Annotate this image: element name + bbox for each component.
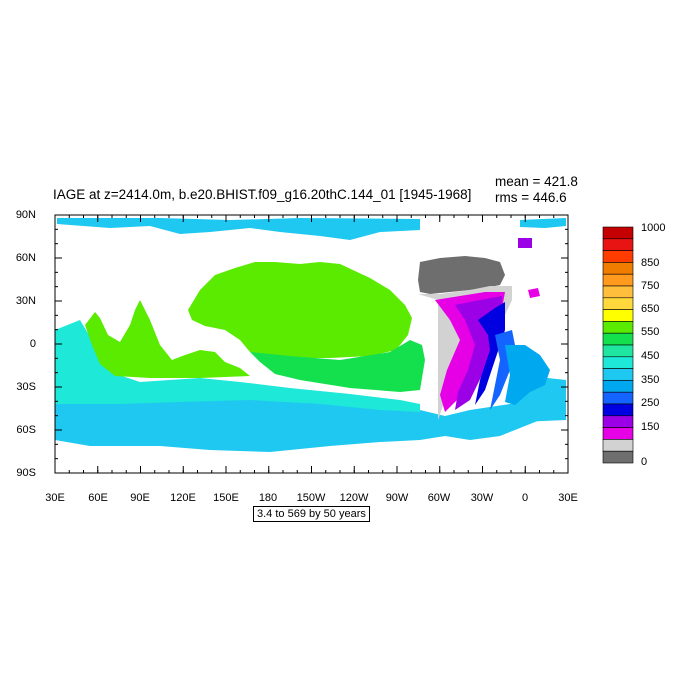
lat-label-90n: 90N [15,209,36,221]
colorbar-label-1000: 1000 [641,222,666,234]
colorbar-swatch [602,321,634,334]
lon-label-0: 0 [521,492,529,504]
south-pacific-region [250,340,425,392]
north-pacific-region [188,262,412,358]
colorbar-label-150: 150 [641,421,660,433]
lon-label-60e: 60E [88,492,108,504]
colorbar-swatch [602,415,634,428]
atlantic-dark-blue-region [475,302,505,405]
colorbar-swatch [602,391,634,405]
colorbar-swatch [602,356,634,369]
greenland-sea-patch [518,238,532,248]
lon-label-120w: 120W [339,492,369,504]
colorbar-swatch [602,344,634,358]
axis-ticks [54,214,569,474]
colorbar-swatch [602,238,634,251]
lon-label-90w: 90W [385,492,409,504]
colorbar-label-650: 650 [641,303,660,315]
lon-label-30e-east: 30E [558,492,578,504]
lat-label-30s: 30S [16,381,36,393]
colorbar-swatch [602,226,634,240]
arctic-ocean-region [57,218,420,240]
colorbar-swatch [602,285,634,299]
colorbar-label-250: 250 [641,397,660,409]
colorbar-label-0: 0 [641,456,648,468]
indian-ocean-region [55,320,420,412]
colorbar [602,226,634,464]
colorbar-swatch [602,273,634,287]
north-atlantic-gray-region [418,256,505,294]
north-atlantic-patch [528,288,540,298]
lat-label-0: 0 [29,338,36,350]
atlantic-sky-blue-region [505,345,550,405]
colorbar-label-750: 750 [641,280,660,292]
colorbar-swatch [602,332,634,346]
contour-interval-note: 3.4 to 569 by 50 years [253,506,370,522]
arctic-ocean-region-east [520,218,566,228]
lon-label-90e: 90E [130,492,150,504]
lat-label-30n: 30N [15,295,36,307]
southern-ocean-region [55,392,566,452]
colorbar-label-350: 350 [641,374,660,386]
lon-label-150e: 150E [213,492,239,504]
rms-stat: rms = 446.6 [495,190,567,205]
lon-label-60w: 60W [427,492,451,504]
colorbar-swatch [602,380,634,393]
colorbar-swatch [602,368,634,381]
mean-stat: mean = 421.8 [495,174,578,189]
colorbar-swatch [602,450,634,464]
colorbar-swatch [602,427,634,440]
lat-label-90s: 90S [16,467,36,479]
colorbar-swatch [602,297,634,310]
lon-label-150w: 150W [296,492,326,504]
colorbar-label-450: 450 [641,350,660,362]
colorbar-swatch [602,262,634,275]
colorbar-label-850: 850 [641,257,660,269]
colorbar-swatch [602,403,634,417]
lon-label-180: 180 [258,492,278,504]
colorbar-label-550: 550 [641,326,660,338]
lat-label-60n: 60N [15,252,36,264]
lat-label-60s: 60S [16,424,36,436]
colorbar-swatch [602,439,634,452]
lon-label-120e: 120E [170,492,196,504]
lon-label-30w: 30W [470,492,494,504]
lon-label-30e: 30E [45,492,65,504]
colorbar-swatch [602,250,634,263]
plot-title: IAGE at z=2414.0m, b.e20.BHIST.f09_g16.2… [53,187,472,202]
ocean-field [55,218,566,452]
indian-green-region [85,300,250,378]
colorbar-swatch [602,309,634,322]
